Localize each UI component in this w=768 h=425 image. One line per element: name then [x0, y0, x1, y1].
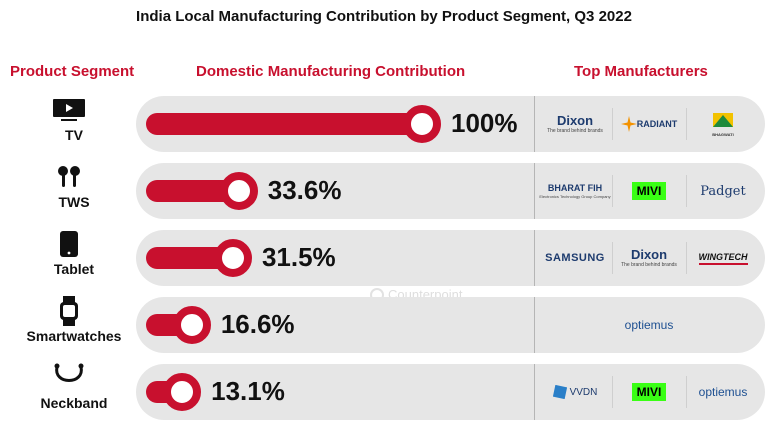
- chart-title: India Local Manufacturing Contribution b…: [136, 8, 632, 25]
- wingtech-logo: WINGTECH: [686, 243, 760, 273]
- bar-end-knob: [219, 172, 258, 210]
- logo-tagline: Electronics Technology Group Company: [539, 193, 611, 199]
- tablet-icon: [48, 231, 90, 257]
- logo-separator: [612, 108, 613, 140]
- logo-text: Dixon: [630, 247, 668, 262]
- earbuds-icon: [48, 164, 90, 190]
- logo-text: MIVI: [631, 383, 667, 401]
- radiant-star-icon: [620, 116, 637, 132]
- row-divider: [534, 96, 535, 152]
- value-label: 31.5%: [261, 242, 336, 272]
- dixon-logo: Dixon The brand behind brands: [538, 109, 612, 139]
- logo-text: SAMSUNG: [545, 252, 605, 264]
- contribution-bar: [146, 180, 239, 202]
- bhagwati-emblem-icon: [713, 112, 733, 127]
- logo-text: VVDN: [569, 386, 598, 398]
- row-divider: [534, 163, 535, 219]
- logo-text: optiemus: [698, 385, 748, 399]
- contribution-bar: [146, 113, 422, 135]
- segment-label: Tablet: [53, 261, 95, 277]
- segment-label: TWS: [58, 194, 90, 210]
- vvdn-logo: VVDN: [538, 377, 612, 407]
- logo-text: Dixon: [556, 113, 594, 128]
- bhagwati-logo: BHAGWATI: [686, 109, 760, 139]
- contribution-bar: [146, 247, 233, 269]
- bharat-fih-logo: BHARAT FIH Electronics Technology Group C…: [538, 176, 612, 206]
- logo-tagline: The brand behind brands: [547, 128, 603, 134]
- logo-text: WINGTECH: [698, 252, 748, 265]
- header-top-manufacturers: Top Manufacturers: [574, 63, 708, 80]
- logo-separator: [612, 242, 613, 274]
- logo-separator: [686, 175, 687, 207]
- row-divider: [534, 297, 535, 353]
- value-label: 100%: [451, 108, 518, 138]
- neckband-icon: [48, 363, 90, 391]
- logo-text: BHAGWATI: [712, 131, 734, 137]
- bar-end-knob: [172, 306, 211, 344]
- dixon-logo: Dixon The brand behind brands: [612, 243, 686, 273]
- row-divider: [534, 230, 535, 286]
- logo-separator: [686, 242, 687, 274]
- smartwatch-icon: [48, 296, 90, 326]
- mivi-logo: MIVI: [612, 176, 686, 206]
- logo-text: optiemus: [624, 318, 674, 332]
- bar-end-knob: [403, 105, 441, 143]
- logo-separator: [686, 376, 687, 408]
- bar-end-knob: [213, 239, 252, 277]
- logo-text: RADIANT: [636, 119, 678, 129]
- value-label: 33.6%: [267, 175, 342, 205]
- optiemus-logo: optiemus: [686, 377, 760, 407]
- logo-separator: [686, 108, 687, 140]
- logo-text: Padget: [700, 183, 746, 199]
- radiant-logo: RADIANT: [612, 109, 686, 139]
- logo-text: BHARAT FIH: [547, 182, 603, 193]
- logo-text: MIVI: [631, 182, 667, 200]
- header-product-segment: Product Segment: [10, 63, 135, 80]
- value-label: 13.1%: [211, 376, 285, 406]
- segment-label: TV: [65, 127, 83, 143]
- tv-icon: [48, 97, 90, 123]
- bar-end-knob: [163, 373, 202, 411]
- vvdn-square-icon: [552, 385, 567, 399]
- segment-label: Neckband: [40, 395, 108, 411]
- samsung-logo: SAMSUNG: [538, 243, 612, 273]
- logo-tagline: The brand behind brands: [621, 262, 677, 268]
- segment-label: Smartwatches: [26, 328, 122, 344]
- row-background: [136, 297, 765, 353]
- row-divider: [534, 364, 535, 420]
- padget-logo: Padget: [686, 176, 760, 206]
- logo-separator: [612, 175, 613, 207]
- header-domestic-contribution: Domestic Manufacturing Contribution: [196, 63, 466, 80]
- optiemus-logo: optiemus: [538, 310, 760, 340]
- mivi-logo: MIVI: [612, 377, 686, 407]
- logo-separator: [612, 376, 613, 408]
- value-label: 16.6%: [220, 309, 295, 339]
